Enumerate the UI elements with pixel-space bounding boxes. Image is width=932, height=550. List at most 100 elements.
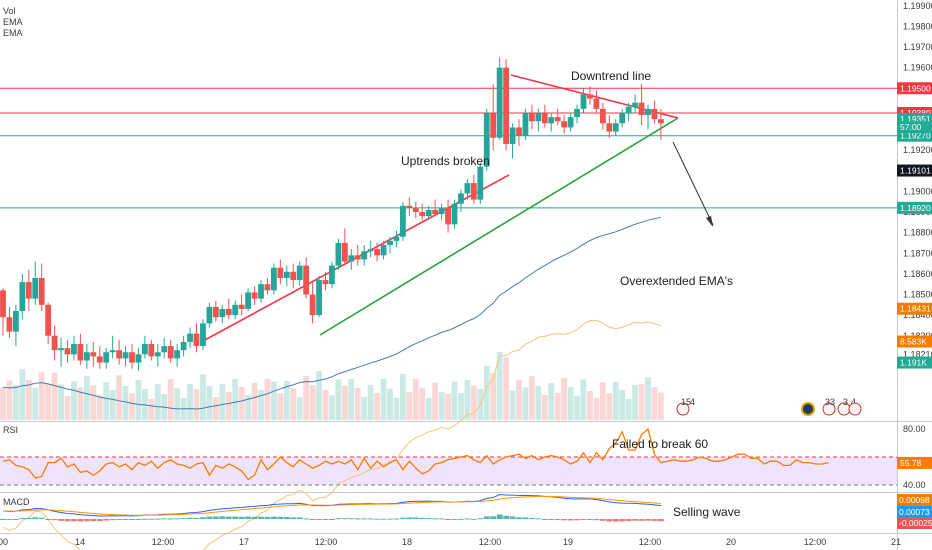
price-tick-label: 1.18600 — [903, 269, 932, 279]
volume-bar — [438, 391, 445, 420]
legend-vol: Vol — [3, 6, 16, 16]
candle-body — [32, 278, 39, 299]
candle-body — [90, 352, 97, 357]
volume-bar — [393, 397, 400, 420]
volume-bar — [13, 385, 19, 420]
event-count: 3 — [843, 397, 848, 407]
macd-histogram-bar — [116, 519, 122, 520]
macd-tag-label: 0.00098 — [899, 495, 930, 505]
candle-body — [64, 348, 71, 355]
macd-histogram-bar — [341, 518, 348, 520]
rsi-tick-label: 80.00 — [903, 424, 926, 434]
event-flag-icon[interactable] — [801, 402, 815, 416]
candle-body — [271, 267, 277, 291]
candle-body — [264, 284, 271, 291]
time-tick-label: 18 — [402, 537, 412, 547]
volume-bar — [335, 379, 342, 420]
macd-histogram-bar — [193, 517, 200, 519]
volume-bar — [425, 397, 432, 420]
macd-histogram-bar — [400, 517, 406, 519]
volume-bar — [348, 379, 355, 420]
candle-body — [496, 67, 503, 138]
candle-body — [174, 350, 181, 359]
macd-histogram-bar — [361, 518, 368, 520]
candle-body — [180, 341, 187, 351]
volume-bar — [309, 385, 316, 420]
event-flag-icon[interactable] — [848, 402, 862, 416]
volume-bar — [264, 378, 271, 420]
candle-body — [477, 166, 484, 200]
volume-bar — [406, 391, 413, 420]
candle-body — [438, 207, 445, 215]
macd-histogram-bar — [464, 518, 471, 520]
price-tick-label: 1.18800 — [903, 228, 932, 238]
candle-body — [283, 271, 290, 278]
macd-histogram-bar — [19, 518, 26, 520]
macd-histogram-bar — [593, 519, 600, 521]
price-badge-label: 57:00 — [900, 122, 922, 132]
time-tick-label: 12:00 — [315, 537, 338, 547]
candle-body — [522, 113, 529, 136]
candle-body — [619, 113, 626, 124]
price-badge — [897, 302, 932, 315]
volume-bar — [316, 371, 322, 420]
candle-body — [0, 290, 6, 318]
candle-body — [658, 119, 664, 124]
event-flag-icon[interactable] — [822, 402, 836, 416]
volume-bar — [83, 376, 90, 420]
candle-body — [561, 121, 568, 128]
price-level-tag — [897, 201, 932, 214]
volume-bar — [174, 388, 181, 420]
macd-histogram-bar — [419, 517, 426, 519]
candle-body — [638, 102, 645, 116]
candle-body — [393, 236, 400, 241]
price-tick-label: 1.19000 — [903, 186, 932, 196]
candle-body — [451, 203, 458, 225]
candle-body — [13, 311, 19, 332]
macd-histogram-bar — [6, 519, 13, 520]
candle-body — [503, 67, 509, 144]
macd-histogram-bar — [309, 519, 316, 520]
macd-histogram-bar — [580, 519, 587, 520]
price-badge-label: 1.18431 — [900, 304, 931, 314]
candle-body — [509, 127, 516, 144]
candle-body — [367, 249, 374, 252]
candle-body — [122, 352, 129, 359]
annotation-overextended: Overextended EMA's — [620, 274, 733, 288]
macd-histogram-bar — [470, 518, 477, 520]
price-tick-label: 1.18700 — [903, 248, 932, 258]
macd-histogram-bar — [329, 519, 335, 520]
volume-bar — [303, 376, 310, 420]
volume-bar — [593, 398, 600, 420]
volume-bar — [225, 392, 232, 420]
volume-bar — [496, 352, 503, 420]
macd-histogram-bar — [651, 519, 658, 521]
macd-histogram-bar — [412, 517, 419, 519]
event-count: 4 — [690, 397, 695, 407]
volume-bar — [322, 389, 329, 420]
candle-body — [535, 113, 542, 122]
time-tick-label: 14 — [75, 537, 85, 547]
macd-histogram-bar — [496, 514, 503, 519]
price-axis: 1.19900 1.19800 1.19700 1.19600 1.19200 1.190… — [897, 1, 932, 369]
macd-histogram-bar — [154, 518, 161, 520]
macd-label: MACD — [3, 497, 30, 507]
volume-bar — [561, 377, 568, 420]
event-count: 4 — [851, 397, 856, 407]
event-flag-icon[interactable] — [676, 402, 690, 416]
volume-bar — [71, 381, 77, 420]
volume-bar — [148, 399, 155, 420]
candle-body — [154, 352, 161, 357]
candle-body — [483, 113, 490, 167]
volume-bar — [567, 386, 574, 420]
volume-bar — [541, 395, 548, 420]
volume-bar — [0, 387, 6, 420]
volume-bar — [64, 396, 71, 420]
candle-body — [632, 102, 638, 107]
candle-body — [419, 212, 426, 217]
candle-body — [290, 271, 297, 281]
macd-histogram-bar — [335, 518, 342, 520]
volume-bar — [341, 385, 348, 420]
volume-bar — [6, 380, 13, 420]
